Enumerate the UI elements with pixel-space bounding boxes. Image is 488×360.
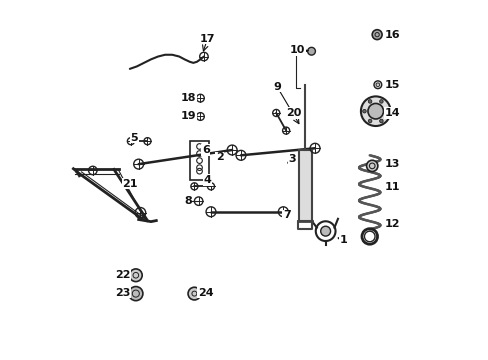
Text: 5: 5: [130, 133, 138, 143]
Text: 11: 11: [384, 182, 400, 192]
Circle shape: [373, 81, 381, 89]
Circle shape: [367, 119, 371, 123]
Text: 20: 20: [285, 108, 301, 118]
Circle shape: [362, 109, 366, 113]
Circle shape: [385, 109, 388, 113]
Text: 10: 10: [289, 45, 305, 55]
Circle shape: [367, 100, 371, 103]
Text: 1: 1: [339, 235, 346, 245]
Text: 18: 18: [181, 93, 196, 103]
Text: 16: 16: [384, 30, 400, 40]
Circle shape: [367, 103, 383, 119]
Text: 2: 2: [216, 152, 223, 162]
Circle shape: [188, 287, 201, 300]
Circle shape: [307, 48, 315, 55]
Circle shape: [371, 30, 381, 40]
Text: 8: 8: [184, 196, 191, 206]
Text: 12: 12: [384, 219, 400, 229]
Circle shape: [366, 160, 377, 171]
FancyBboxPatch shape: [298, 150, 311, 221]
Text: 6: 6: [202, 145, 209, 155]
Text: 13: 13: [384, 159, 400, 169]
Text: 7: 7: [283, 210, 290, 220]
Circle shape: [360, 96, 390, 126]
Circle shape: [379, 100, 383, 103]
Bar: [189, 141, 209, 180]
Text: 17: 17: [199, 34, 215, 44]
Text: 23: 23: [115, 288, 130, 298]
Text: 21: 21: [122, 179, 137, 189]
Text: 24: 24: [198, 288, 213, 298]
Text: 9: 9: [272, 81, 280, 91]
Text: 4: 4: [203, 175, 211, 185]
Text: 14: 14: [384, 108, 400, 118]
Circle shape: [128, 287, 142, 301]
Circle shape: [379, 119, 383, 123]
Text: 15: 15: [384, 80, 400, 90]
Text: 19: 19: [181, 112, 196, 121]
Text: 22: 22: [115, 270, 130, 280]
Text: 3: 3: [288, 154, 295, 164]
Circle shape: [129, 269, 142, 282]
Circle shape: [320, 226, 330, 236]
